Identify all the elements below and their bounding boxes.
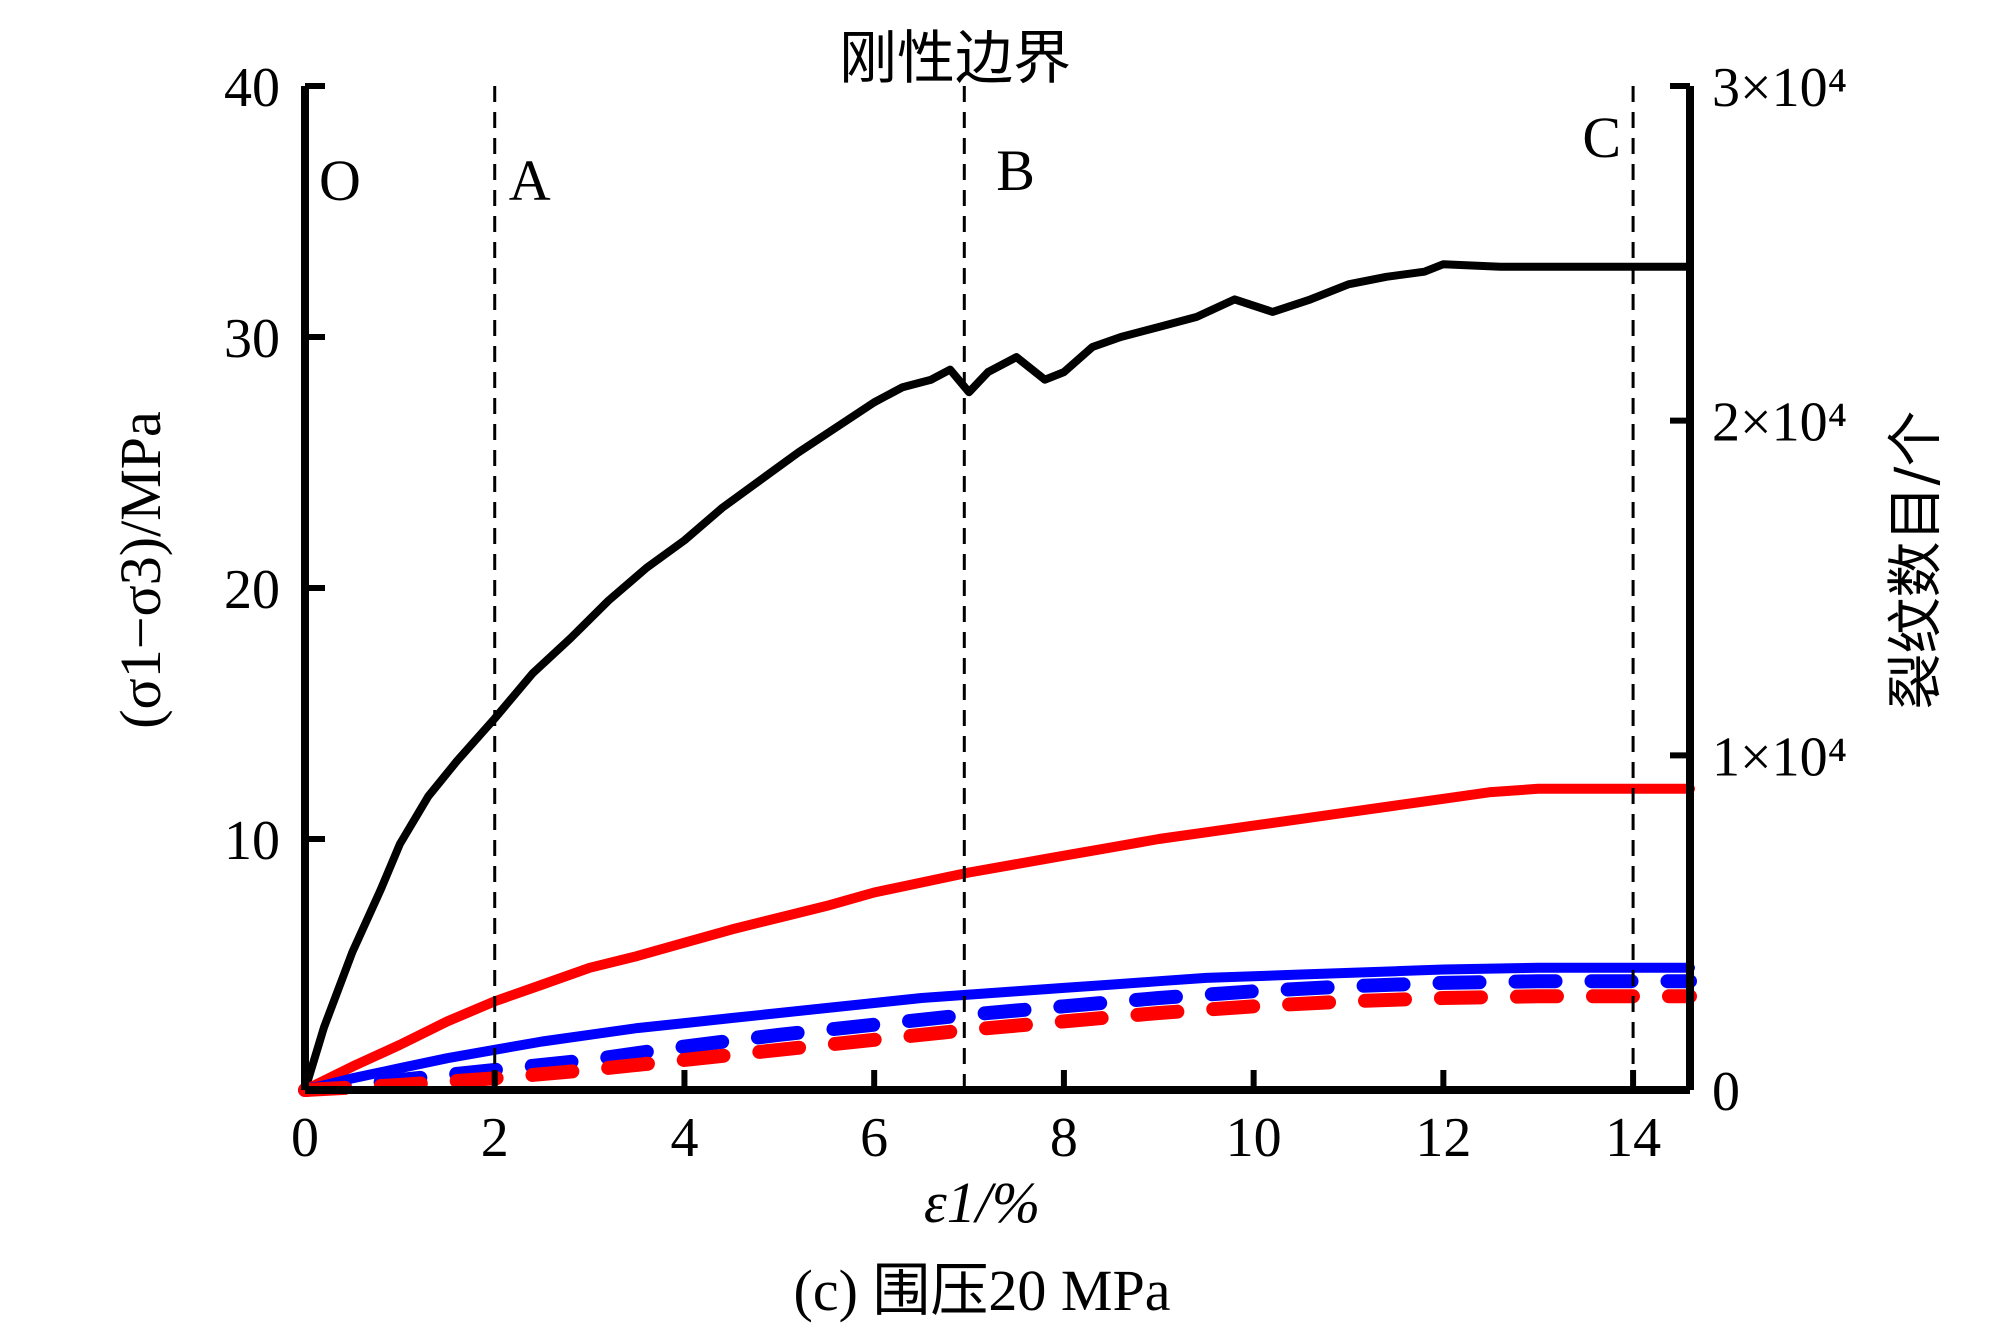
y-axis-left-label: (σ1−σ3)/MPa (108, 411, 173, 729)
series-line-1 (300, 783, 1695, 1095)
x-tick-label: 0 (291, 1107, 319, 1169)
y-left-tick-label: 40 (224, 57, 280, 119)
axes (301, 83, 1694, 1094)
chart-title: 刚性边界 (839, 24, 1071, 92)
x-tick-label: 12 (1415, 1107, 1471, 1169)
y-right-tick-label: 1×10⁴ (1712, 726, 1847, 788)
stage-label-o: O (319, 148, 361, 213)
series-line-2 (300, 962, 1695, 1095)
y-axis-right-label: 裂纹数目/个 (1884, 411, 1949, 710)
y-left-tick-label: 10 (224, 810, 280, 872)
y-right-tick-label: 2×10⁴ (1712, 392, 1847, 454)
series-line-3 (298, 974, 1697, 1097)
y-right-tick-label: 0 (1712, 1061, 1740, 1123)
x-tick-label: 2 (481, 1107, 509, 1169)
x-axis-label: ε1/% (924, 1170, 1040, 1235)
x-tick-label: 6 (860, 1107, 888, 1169)
figure-caption: (c) 围压20 MPa (794, 1258, 1171, 1323)
x-tick-label: 8 (1050, 1107, 1078, 1169)
x-tick-label: 4 (670, 1107, 698, 1169)
x-tick-label: 10 (1226, 1107, 1282, 1169)
y-left-tick-label: 20 (224, 559, 280, 621)
stage-label-b: B (996, 138, 1035, 203)
stage-label-c: C (1582, 105, 1621, 170)
x-tick-label: 14 (1605, 1107, 1661, 1169)
series-line-4 (298, 989, 1697, 1097)
plot-lines (298, 260, 1697, 1097)
y-right-tick-label: 3×10⁴ (1712, 57, 1847, 119)
series-line-0 (301, 260, 1694, 1094)
y-left-tick-label: 30 (224, 308, 280, 370)
stage-label-a: A (509, 148, 551, 213)
stage-lines: O A BC (319, 86, 1635, 1090)
tick-labels: 0 2 4 6 8 10 12 14 10 20 30 40 0 1×10⁴ 2×10⁴ 3×10⁴ (224, 57, 1847, 1169)
